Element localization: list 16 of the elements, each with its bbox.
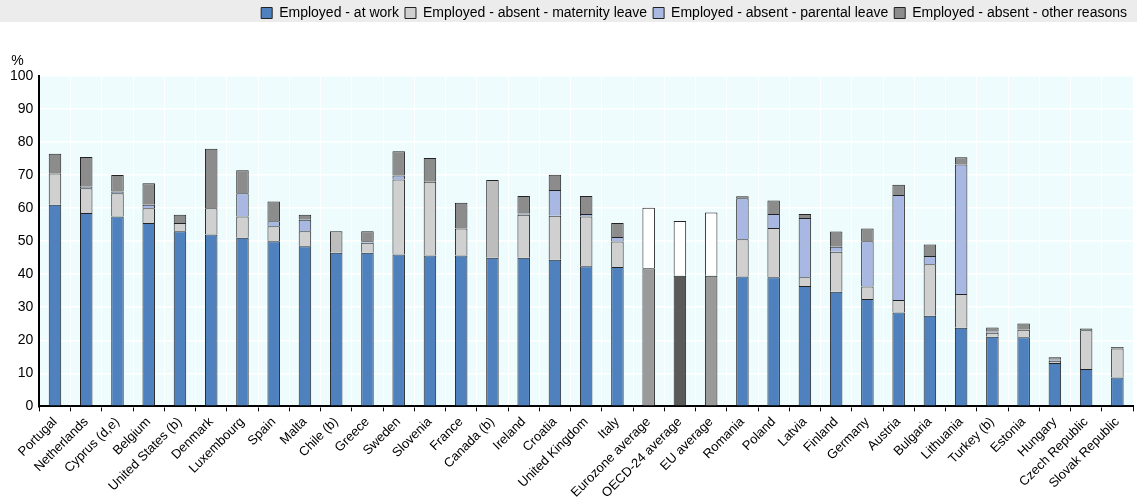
- y-tick-label: 40: [17, 265, 34, 282]
- y-tick-label: 20: [17, 331, 34, 348]
- y-axis-title: %: [11, 51, 24, 68]
- y-tick-label: 70: [17, 165, 34, 182]
- y-tick-label: 0: [25, 397, 34, 414]
- legend-label: Employed - absent - maternity leave: [423, 3, 648, 20]
- y-tick-label: 90: [17, 99, 34, 116]
- legend-label: Employed - at work: [279, 3, 400, 20]
- y-tick-label: 30: [17, 298, 34, 315]
- y-tick-label: 50: [17, 232, 34, 249]
- legend-label: Employed - absent - parental leave: [671, 3, 889, 20]
- y-tick-label: 60: [17, 199, 34, 215]
- y-tick-label: 80: [17, 132, 34, 149]
- y-tick-label: 10: [17, 364, 34, 381]
- y-tick-label: 100: [10, 66, 34, 83]
- legend-label: Employed - absent - other reasons: [912, 3, 1127, 20]
